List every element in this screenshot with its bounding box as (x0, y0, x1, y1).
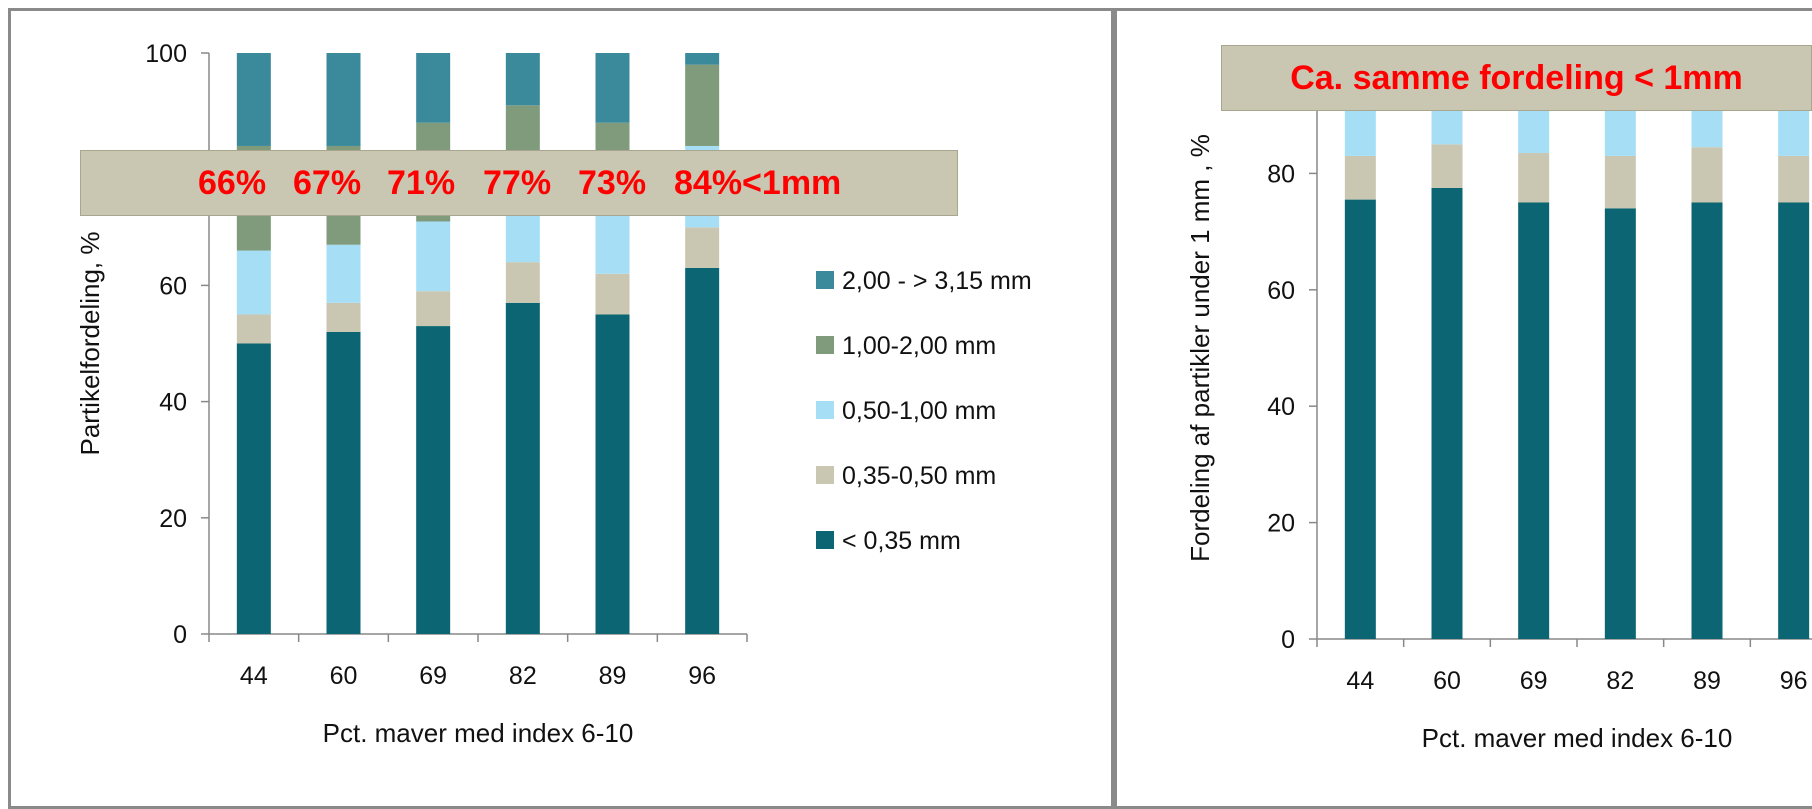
y-tick-label: 60 (1267, 277, 1295, 305)
y-tick-label: 20 (159, 505, 187, 533)
y-axis-title: Fordeling af partikler under 1 mm , % (1185, 134, 1215, 562)
bar-segment-96-s1 (1778, 155, 1810, 203)
right-stacked-bar-chart: 020406080100446069828996Pct. maver med i… (1185, 44, 1812, 753)
left-percentage-banner: 66% 67% 71% 77% 73% 84%<1mm (80, 150, 958, 216)
legend-swatch (816, 336, 834, 354)
x-tick-label: 82 (509, 662, 537, 690)
bar-segment-44-s1 (236, 314, 271, 344)
bar-segment-82-s0 (1604, 208, 1636, 639)
bar-segment-60-s0 (1431, 187, 1463, 639)
bar-segment-69-s4 (416, 53, 451, 123)
x-tick-label: 60 (330, 662, 358, 690)
bar-segment-96-s1 (685, 227, 720, 268)
legend-swatch (816, 531, 834, 549)
banner-item-44: 66% (198, 164, 267, 202)
bar-segment-44-s2 (236, 250, 271, 315)
bar-segment-82-s0 (505, 302, 540, 634)
legend-label: < 0,35 mm (842, 527, 961, 555)
bar-segment-44-s0 (1344, 199, 1376, 639)
y-tick-label: 20 (1267, 510, 1295, 538)
bar-segment-69-s1 (416, 291, 451, 327)
bar-segment-60-s1 (326, 302, 361, 332)
x-tick-label: 89 (599, 662, 627, 690)
bar-segment-82-s1 (1604, 155, 1636, 209)
bar-segment-60-s2 (326, 244, 361, 303)
x-axis-title: Pct. maver med index 6-10 (1422, 723, 1733, 753)
bar-segment-60-s0 (326, 331, 361, 634)
banner-item-82: 77% (483, 164, 552, 202)
legend-swatch (816, 466, 834, 484)
bar-segment-82-s4 (505, 53, 540, 106)
x-tick-label: 44 (240, 662, 268, 690)
x-tick-label: 60 (1433, 667, 1461, 695)
bar-segment-96-s4 (685, 53, 720, 65)
right-chart-panel: 020406080100446069828996Pct. maver med i… (1114, 8, 1812, 809)
bar-segment-69-s1 (1518, 153, 1550, 203)
bar-segment-89-s0 (595, 314, 630, 634)
bar-segment-96-s0 (1778, 202, 1810, 639)
bar-segment-89-s2 (595, 209, 630, 274)
bar-segment-60-s1 (1431, 144, 1463, 188)
bar-segment-44-s0 (236, 343, 271, 634)
x-tick-label: 96 (1780, 667, 1808, 695)
banner-item-96: 84%<1mm (674, 164, 842, 202)
left-chart-panel: 020406080100446069828996Pct. maver med i… (8, 8, 1114, 809)
banner-item-89: 73% (578, 164, 647, 202)
y-tick-label: 60 (159, 272, 187, 300)
bar-segment-44-s4 (236, 53, 271, 146)
y-axis-title: Partikelfordeling, % (75, 232, 105, 456)
x-tick-label: 82 (1606, 667, 1634, 695)
bar-segment-89-s0 (1691, 202, 1723, 639)
legend-swatch (816, 271, 834, 289)
y-tick-label: 80 (1267, 160, 1295, 188)
legend-label: 0,50-1,00 mm (842, 397, 996, 425)
legend-label: 2,00 - > 3,15 mm (842, 267, 1032, 295)
y-tick-label: 0 (173, 621, 187, 649)
x-tick-label: 69 (1520, 667, 1548, 695)
legend-label: 1,00-2,00 mm (842, 332, 996, 360)
legend-swatch (816, 401, 834, 419)
y-tick-label: 0 (1281, 626, 1295, 654)
right-summary-banner: Ca. samme fordeling < 1mm (1221, 45, 1812, 111)
y-tick-label: 40 (1267, 393, 1295, 421)
y-tick-label: 100 (145, 40, 187, 68)
bar-segment-89-s4 (595, 53, 630, 123)
bar-segment-69-s2 (416, 221, 451, 292)
bar-segment-89-s1 (1691, 147, 1723, 203)
bar-segment-89-s1 (595, 273, 630, 315)
bar-segment-69-s0 (416, 326, 451, 634)
x-tick-label: 69 (419, 662, 447, 690)
x-tick-label: 96 (688, 662, 716, 690)
bar-segment-60-s4 (326, 53, 361, 146)
banner-item-69: 71% (387, 164, 456, 202)
bar-segment-82-s1 (505, 262, 540, 303)
y-tick-label: 40 (159, 389, 187, 417)
legend-label: 0,35-0,50 mm (842, 462, 996, 490)
x-tick-label: 44 (1346, 667, 1374, 695)
bar-segment-96-s3 (685, 64, 720, 146)
bar-segment-69-s0 (1518, 202, 1550, 639)
left-stacked-bar-chart: 020406080100446069828996Pct. maver med i… (75, 40, 1032, 748)
bar-segment-96-s0 (685, 267, 720, 634)
bar-segment-44-s1 (1344, 155, 1376, 200)
x-axis-title: Pct. maver med index 6-10 (323, 718, 634, 748)
banner-item-60: 67% (293, 164, 362, 202)
x-tick-label: 89 (1693, 667, 1721, 695)
